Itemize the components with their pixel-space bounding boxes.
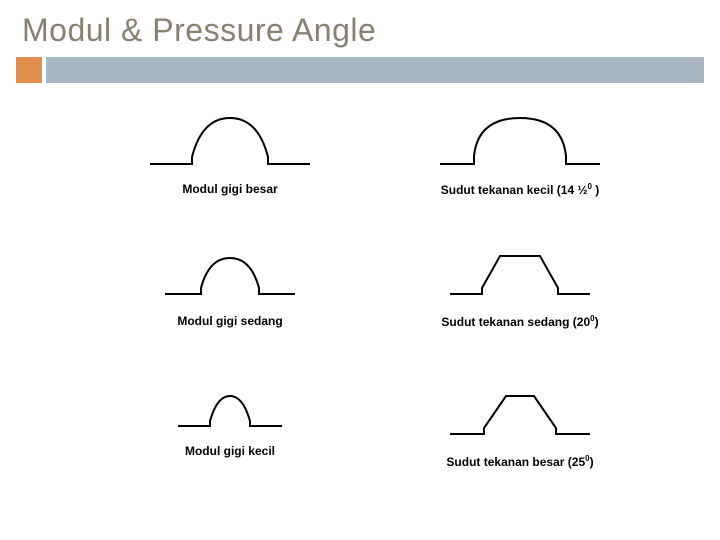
sudut-sedang-item: Sudut tekanan sedang (200) xyxy=(370,244,670,384)
sudut-besar-label: Sudut tekanan besar (250) xyxy=(370,454,670,469)
left-column: Modul gigi besar Modul gigi sedang Modul… xyxy=(80,104,380,524)
sudut-kecil-label: Sudut tekanan kecil (14 ½0 ) xyxy=(370,182,670,197)
slide-title: Modul & Pressure Angle xyxy=(0,0,720,57)
divider-accent xyxy=(16,57,42,83)
sudut-kecil-icon xyxy=(430,104,610,174)
modul-sedang-label: Modul gigi sedang xyxy=(80,314,380,328)
sudut-besar-item: Sudut tekanan besar (250) xyxy=(370,384,670,524)
sudut-sedang-icon xyxy=(440,244,600,304)
modul-besar-icon xyxy=(140,104,320,174)
modul-besar-item: Modul gigi besar xyxy=(80,104,380,244)
modul-sedang-item: Modul gigi sedang xyxy=(80,244,380,384)
modul-kecil-label: Modul gigi kecil xyxy=(80,444,380,458)
divider-bar xyxy=(46,57,704,83)
content-area: Modul gigi besar Modul gigi sedang Modul… xyxy=(0,94,720,534)
sudut-sedang-label: Sudut tekanan sedang (200) xyxy=(370,314,670,329)
divider xyxy=(16,57,704,83)
modul-besar-label: Modul gigi besar xyxy=(80,182,380,196)
sudut-besar-icon xyxy=(440,384,600,444)
right-column: Sudut tekanan kecil (14 ½0 ) Sudut tekan… xyxy=(370,104,670,524)
modul-sedang-icon xyxy=(155,244,305,304)
modul-kecil-icon xyxy=(170,384,290,434)
sudut-kecil-item: Sudut tekanan kecil (14 ½0 ) xyxy=(370,104,670,244)
modul-kecil-item: Modul gigi kecil xyxy=(80,384,380,524)
